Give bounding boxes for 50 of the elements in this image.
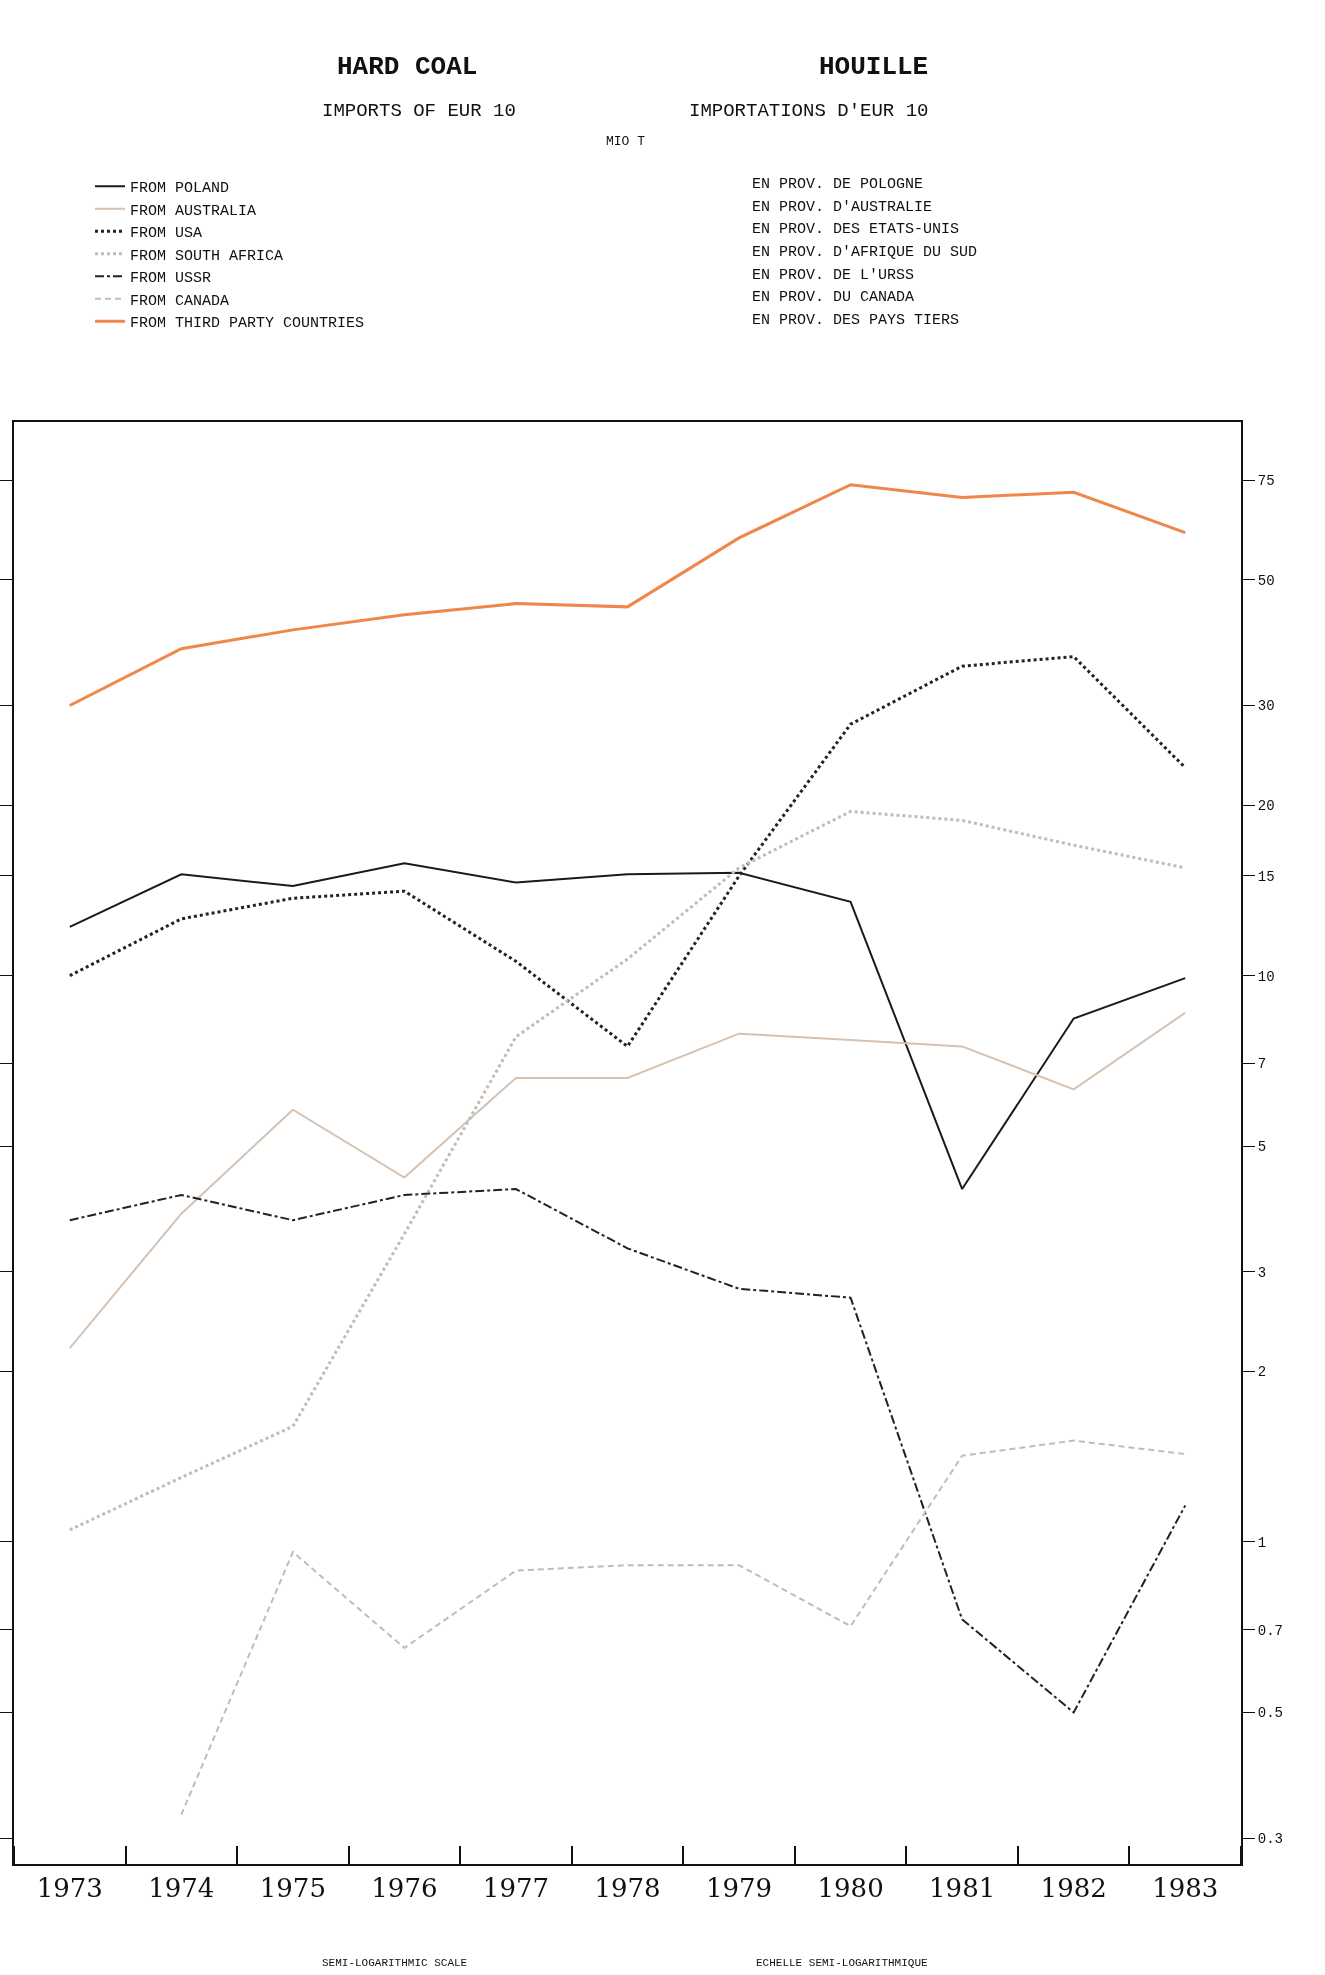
- y-tick-label: 0.3: [1257, 1830, 1284, 1847]
- text: EN PROV. DU CANADA: [752, 289, 915, 306]
- x-tick-label: 1981: [929, 1873, 996, 1904]
- legend-label: FROM THIRD PARTY COUNTRIES: [130, 315, 365, 333]
- y-tick-label: 15: [1257, 868, 1275, 885]
- text: SEMI-LOGARITHMIC SCALE: [322, 1957, 468, 1969]
- text: EN PROV. D'AUSTRALIE: [752, 199, 933, 216]
- text: EN PROV. DE L'URSS: [752, 267, 915, 284]
- text: EN PROV. D'AFRIQUE DU SUD: [752, 244, 978, 261]
- y-tick-label: 1: [1257, 1534, 1267, 1551]
- x-tick-label: 1978: [594, 1873, 661, 1904]
- text: ECHELLE SEMI-LOGARITHMIQUE: [756, 1957, 929, 1969]
- x-tick-label: 1982: [1040, 1873, 1107, 1904]
- legend-label: FROM CANADA: [130, 292, 230, 310]
- legend-label: FROM SOUTH AFRICA: [130, 247, 284, 265]
- y-tick-label: 7: [1257, 1056, 1267, 1073]
- legend-label: FROM USSR: [130, 270, 212, 288]
- y-tick-label: 2: [1257, 1364, 1267, 1381]
- x-tick-label: 1974: [148, 1873, 215, 1904]
- x-tick-label: 1975: [259, 1873, 326, 1904]
- y-tick-label: 0.5: [1257, 1705, 1284, 1722]
- x-tick-label: 1980: [817, 1873, 884, 1904]
- x-tick-label: 1979: [705, 1873, 773, 1904]
- legend-label: FROM AUSTRALIA: [130, 202, 257, 220]
- text: HOUILLE: [819, 52, 929, 82]
- x-tick-label: 1983: [1152, 1873, 1219, 1904]
- x-tick-label: 1976: [371, 1873, 438, 1904]
- chart-title: HARD COAL: [337, 52, 478, 82]
- text: EN PROV. DES PAYS TIERS: [752, 312, 960, 329]
- y-tick-label: 30: [1257, 698, 1275, 715]
- line-series: [68, 1188, 1187, 1714]
- y-tick-label: 75: [1257, 473, 1275, 490]
- y-tick-label: 0.7: [1257, 1622, 1284, 1639]
- text: IMPORTATIONS D'EUR 10: [689, 100, 929, 122]
- text: MIO T: [606, 134, 646, 149]
- legend-label: FROM POLAND: [130, 180, 230, 198]
- y-tick-label: 20: [1257, 798, 1275, 815]
- x-tick-label: 1973: [36, 1873, 103, 1904]
- y-tick-label: 50: [1257, 572, 1275, 589]
- y-tick-label: 3: [1257, 1264, 1267, 1281]
- x-tick-label: 1977: [482, 1873, 550, 1904]
- y-tick-label: 10: [1257, 968, 1275, 985]
- line-series: [68, 483, 1187, 707]
- y-tick-label: 5: [1257, 1139, 1267, 1156]
- text: EN PROV. DE POLOGNE: [752, 176, 924, 193]
- line-series: [68, 1011, 1187, 1350]
- chart-subtitle: IMPORTS OF EUR 10: [322, 100, 516, 122]
- line-series: [180, 1439, 1187, 1816]
- text: EN PROV. DES ETATS-UNIS: [752, 221, 960, 238]
- legend-label: FROM USA: [130, 225, 203, 243]
